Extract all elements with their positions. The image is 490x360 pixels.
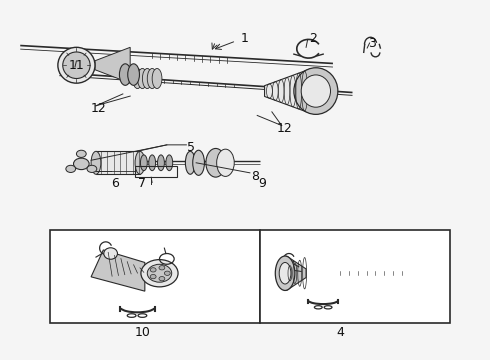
Text: 2: 2 <box>310 32 318 45</box>
Ellipse shape <box>147 264 172 282</box>
Ellipse shape <box>166 155 172 171</box>
Ellipse shape <box>135 151 145 174</box>
Ellipse shape <box>87 165 97 172</box>
Bar <box>260 230 450 323</box>
Ellipse shape <box>133 68 143 89</box>
Ellipse shape <box>193 150 204 175</box>
Ellipse shape <box>275 256 295 291</box>
Text: 8: 8 <box>251 170 259 183</box>
Ellipse shape <box>138 68 147 89</box>
Ellipse shape <box>159 276 165 281</box>
Ellipse shape <box>217 149 234 176</box>
Ellipse shape <box>294 68 338 114</box>
Text: 11: 11 <box>69 59 84 72</box>
Ellipse shape <box>128 64 140 85</box>
Ellipse shape <box>279 262 291 284</box>
Ellipse shape <box>141 155 147 171</box>
Text: 1: 1 <box>241 32 249 45</box>
Ellipse shape <box>58 47 95 83</box>
Ellipse shape <box>141 260 178 287</box>
Ellipse shape <box>147 68 157 89</box>
Bar <box>49 230 260 323</box>
Ellipse shape <box>104 248 118 259</box>
Polygon shape <box>287 256 306 291</box>
Ellipse shape <box>149 155 156 171</box>
Text: 10: 10 <box>134 326 150 339</box>
Text: 3: 3 <box>368 37 376 50</box>
Ellipse shape <box>91 151 101 174</box>
Polygon shape <box>265 69 309 113</box>
Bar <box>96 151 140 174</box>
Text: 7: 7 <box>138 177 147 190</box>
Text: 5: 5 <box>187 141 195 154</box>
Polygon shape <box>91 250 145 291</box>
Text: 4: 4 <box>336 326 344 339</box>
Polygon shape <box>95 47 130 83</box>
Ellipse shape <box>150 268 156 272</box>
Ellipse shape <box>206 148 225 177</box>
Text: 6: 6 <box>112 177 120 190</box>
Ellipse shape <box>120 64 131 85</box>
Ellipse shape <box>301 75 331 107</box>
Ellipse shape <box>152 68 162 89</box>
Ellipse shape <box>159 266 165 270</box>
Ellipse shape <box>74 158 89 170</box>
Ellipse shape <box>66 165 75 172</box>
Ellipse shape <box>76 150 86 157</box>
Text: 12: 12 <box>91 102 106 115</box>
Ellipse shape <box>143 68 152 89</box>
Bar <box>135 166 176 177</box>
Ellipse shape <box>185 151 195 174</box>
Text: 12: 12 <box>276 122 292 135</box>
Ellipse shape <box>158 155 164 171</box>
Ellipse shape <box>164 271 170 275</box>
Ellipse shape <box>150 274 156 279</box>
Text: 9: 9 <box>258 177 266 190</box>
Ellipse shape <box>63 52 90 78</box>
